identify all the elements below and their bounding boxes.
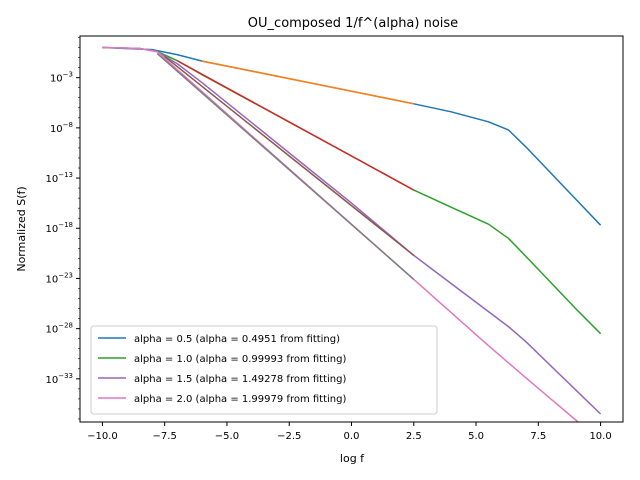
x-tick-label: 10.0 (589, 431, 611, 442)
x-tick-label: −7.5 (153, 431, 177, 442)
y-tick-label: 10−8 (50, 121, 73, 135)
y-tick-label: 10−33 (45, 372, 73, 386)
y-tick-label: 10−23 (45, 271, 73, 285)
x-tick-label: 5.0 (468, 431, 484, 442)
series-line-0 (102, 46, 602, 226)
x-tick-label: 7.5 (530, 431, 546, 442)
y-tick-label: 10−18 (45, 221, 73, 235)
legend-label: alpha = 2.0 (alpha = 1.99979 from fittin… (134, 394, 346, 405)
x-axis: −10.0 −7.5 −5.0 −2.5 0.0 2.5 5.0 7.5 10.0 (87, 422, 612, 442)
x-tick-label: −5.0 (215, 431, 239, 442)
legend: alpha = 0.5 (alpha = 0.4951 from fitting… (90, 325, 438, 415)
y-tick-label: 10−13 (45, 171, 73, 185)
legend-label: alpha = 1.5 (alpha = 1.49278 from fittin… (134, 374, 346, 385)
series-line-4 (201, 60, 414, 105)
y-tick-label: 10−3 (50, 71, 73, 85)
legend-label: alpha = 1.0 (alpha = 0.99993 from fittin… (134, 354, 346, 365)
plot-area (79, 35, 624, 423)
x-tick-label: −2.5 (277, 431, 301, 442)
chart-title: OU_composed 1/f^(alpha) noise (248, 16, 458, 31)
series-line-7 (156, 53, 415, 280)
series-line-5 (176, 59, 415, 191)
series-line-6 (164, 56, 415, 256)
legend-box (90, 325, 438, 415)
y-tick-label: 10−28 (45, 322, 73, 336)
legend-label: alpha = 0.5 (alpha = 0.4951 from fitting… (134, 334, 340, 345)
x-tick-label: 2.5 (406, 431, 422, 442)
x-tick-label: 0.0 (344, 431, 360, 442)
y-axis-label: Normalized S(f) (15, 186, 28, 271)
x-tick-label: −10.0 (87, 431, 118, 442)
series-line-1 (102, 46, 602, 335)
y-axis: 10−3 10−8 10−13 10−18 10−23 10−28 10−33 (45, 37, 80, 420)
x-axis-label: log f (340, 452, 365, 465)
series-group (102, 46, 602, 422)
